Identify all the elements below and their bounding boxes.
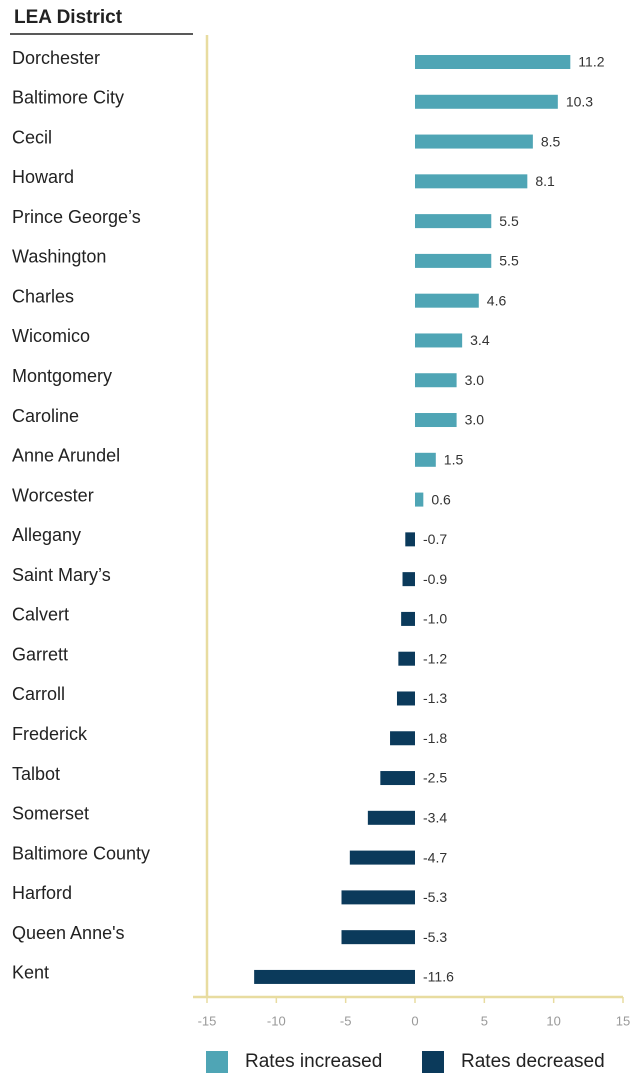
bar — [254, 969, 415, 984]
category-label: Carroll — [12, 684, 65, 704]
value-label: 3.0 — [465, 372, 485, 388]
category-label: Kent — [12, 963, 49, 983]
value-label: -4.7 — [423, 849, 447, 865]
category-label: Cecil — [12, 127, 52, 147]
bar — [415, 373, 457, 388]
category-label: Frederick — [12, 724, 88, 744]
category-label: Garrett — [12, 644, 68, 664]
bar — [415, 214, 492, 229]
value-label: -1.2 — [423, 650, 447, 666]
category-label: Charles — [12, 286, 74, 306]
value-label: -2.5 — [423, 770, 447, 786]
bar — [341, 930, 415, 945]
category-label: Calvert — [12, 605, 69, 625]
x-tick-label: -10 — [267, 1013, 286, 1028]
legend-label: Rates increased — [245, 1051, 382, 1072]
value-label: -0.9 — [423, 571, 447, 587]
category-label: Howard — [12, 167, 74, 187]
category-label: Baltimore City — [12, 88, 124, 108]
value-label: 3.4 — [470, 332, 490, 348]
category-label: Harford — [12, 883, 72, 903]
value-label: 10.3 — [566, 93, 593, 109]
category-label: Allegany — [12, 525, 81, 545]
category-label: Dorchester — [12, 48, 100, 68]
legend-swatch — [422, 1051, 444, 1073]
value-label: 5.5 — [499, 253, 519, 269]
bar — [415, 413, 457, 428]
bar — [405, 532, 415, 547]
x-tick-label: -5 — [340, 1013, 352, 1028]
category-label: Worcester — [12, 485, 94, 505]
value-label: 3.0 — [465, 412, 485, 428]
bar — [415, 94, 558, 109]
value-label: -1.0 — [423, 611, 447, 627]
value-label: -5.3 — [423, 929, 447, 945]
x-tick-label: 10 — [546, 1013, 560, 1028]
bar — [415, 55, 571, 69]
bar — [380, 771, 415, 786]
bar — [415, 293, 479, 308]
legend-label: Rates decreased — [461, 1051, 605, 1072]
value-label: -11.6 — [423, 969, 454, 985]
value-label: -3.4 — [423, 810, 447, 826]
bar — [415, 253, 492, 268]
bar — [367, 810, 415, 825]
bar — [415, 333, 463, 348]
bar — [341, 890, 415, 905]
category-label: Queen Anne's — [12, 923, 125, 943]
bar — [415, 492, 424, 507]
bar — [396, 691, 415, 706]
category-label: Prince George’s — [12, 207, 141, 227]
value-label: 8.5 — [541, 133, 561, 149]
category-label: Caroline — [12, 406, 79, 426]
bar — [415, 174, 528, 189]
category-label: Talbot — [12, 764, 60, 784]
value-label: 1.5 — [444, 452, 464, 468]
value-label: 4.6 — [487, 292, 507, 308]
value-label: -0.7 — [423, 531, 447, 547]
x-tick-label: -15 — [198, 1013, 217, 1028]
category-label: Baltimore County — [12, 843, 150, 863]
value-label: 0.6 — [431, 491, 451, 507]
value-label: 11.2 — [578, 54, 604, 70]
bar — [401, 611, 415, 626]
value-label: 5.5 — [499, 213, 519, 229]
legend-swatch — [206, 1051, 228, 1073]
bar — [402, 572, 415, 587]
bar — [390, 731, 415, 746]
x-tick-label: 0 — [411, 1013, 418, 1028]
bar — [398, 651, 415, 666]
bar — [415, 134, 533, 149]
value-label: 8.1 — [535, 173, 555, 189]
value-label: -1.3 — [423, 690, 447, 706]
value-label: -1.8 — [423, 730, 447, 746]
x-tick-label: 5 — [481, 1013, 488, 1028]
category-label: Anne Arundel — [12, 446, 120, 466]
value-label: -5.3 — [423, 889, 447, 905]
category-label: Saint Mary’s — [12, 565, 111, 585]
chart-title: LEA District — [14, 7, 123, 28]
bar — [349, 850, 415, 865]
category-label: Washington — [12, 247, 106, 267]
category-label: Montgomery — [12, 366, 112, 386]
bar — [415, 452, 436, 467]
category-label: Somerset — [12, 804, 89, 824]
category-label: Wicomico — [12, 326, 90, 346]
x-tick-label: 15 — [616, 1013, 630, 1028]
